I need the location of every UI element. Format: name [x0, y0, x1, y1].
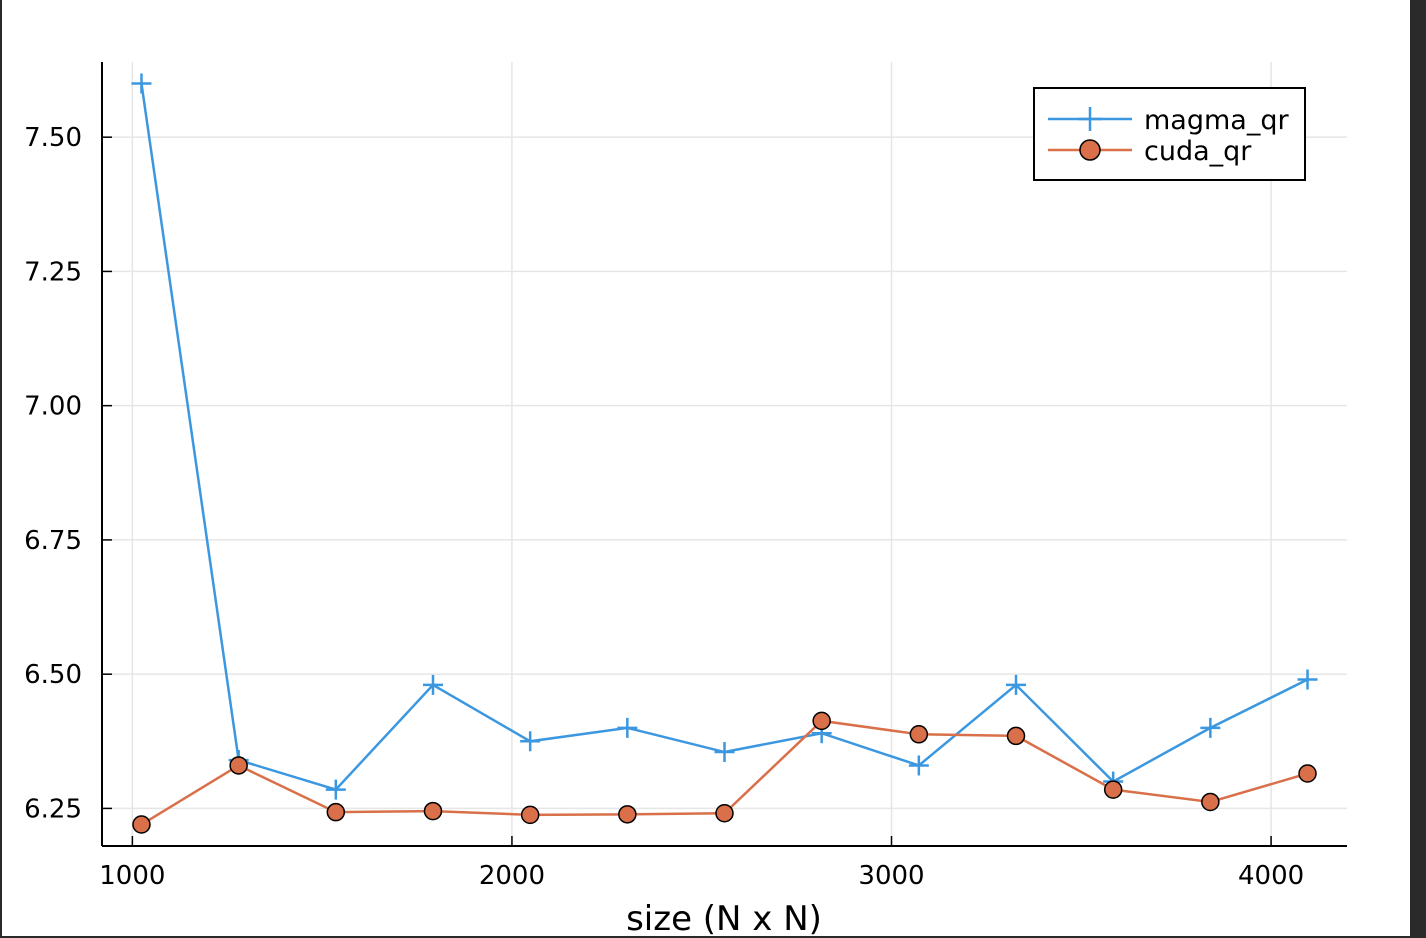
- data-point: [1006, 674, 1027, 695]
- x-tick-label: 2000: [479, 861, 545, 891]
- data-point: [1201, 792, 1220, 812]
- data-point: [617, 717, 638, 738]
- legend-label: cuda_qr: [1144, 136, 1252, 167]
- y-tick-label: 6.75: [24, 526, 82, 556]
- data-point: [422, 674, 443, 695]
- legend-item: magma_qr: [1048, 105, 1289, 136]
- data-point: [1297, 669, 1318, 690]
- data-point: [325, 779, 346, 800]
- x-tick-label: 3000: [858, 861, 924, 891]
- legend-box: [1033, 87, 1306, 181]
- legend-circle-marker: [1079, 139, 1101, 161]
- y-tick-label: 7.25: [24, 257, 82, 287]
- data-point: [715, 803, 734, 823]
- legend-plus-marker: [1078, 107, 1102, 131]
- series-layer: [131, 73, 1318, 834]
- data-point: [1200, 717, 1221, 738]
- x-tick-label: 4000: [1238, 861, 1304, 891]
- axes: [101, 62, 1347, 847]
- y-tick-label: 6.50: [24, 660, 82, 690]
- data-point: [714, 742, 735, 763]
- data-point: [908, 755, 929, 776]
- legend-item: cuda_qr: [1048, 136, 1252, 167]
- data-point: [423, 801, 443, 821]
- data-point: [1006, 726, 1026, 746]
- y-tick-label: 6.25: [24, 794, 82, 824]
- data-point: [131, 73, 152, 94]
- data-point: [1298, 764, 1317, 783]
- series-cuda_qr: [132, 711, 1317, 834]
- data-point: [618, 805, 637, 824]
- data-point: [132, 815, 151, 834]
- data-point: [229, 756, 248, 775]
- data-point: [520, 731, 541, 752]
- x-ticks: 1000 2000 3000 4000: [99, 836, 1304, 891]
- x-tick-label: 1000: [99, 861, 165, 891]
- y-tick-label: 7.00: [24, 392, 82, 422]
- y-tick-label: 7.50: [24, 123, 82, 153]
- series-magma_qr: [131, 73, 1318, 800]
- data-point: [812, 711, 831, 731]
- data-point: [520, 805, 540, 825]
- series-line: [140, 83, 1309, 792]
- y-ticks: 6.25 6.50 6.75 7.00 7.25 7.50: [24, 123, 112, 824]
- data-point: [326, 802, 346, 822]
- data-point: [909, 725, 929, 744]
- x-axis-label: size (N x N): [626, 899, 822, 936]
- data-point: [1103, 780, 1123, 799]
- legend-label: magma_qr: [1144, 105, 1289, 136]
